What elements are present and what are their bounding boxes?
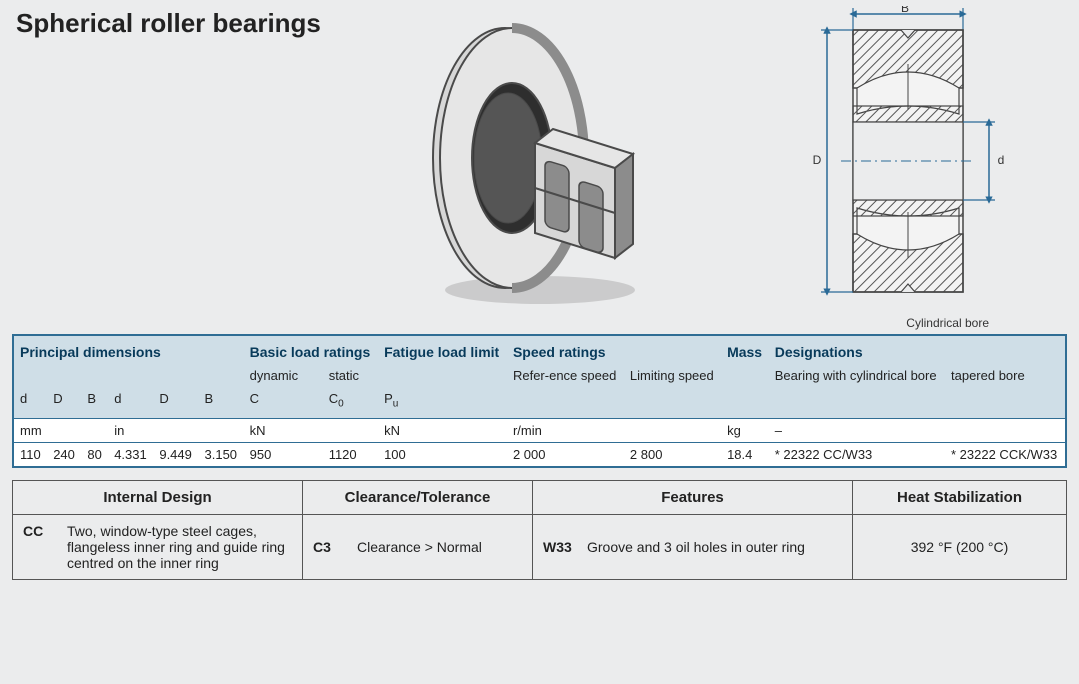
hdr-mass: Mass <box>727 344 762 360</box>
hdr-speed: Speed ratings <box>513 344 606 360</box>
sym-D: D <box>47 387 81 418</box>
hdr-bearing-cyl: Bearing with cylindrical bore <box>769 364 945 387</box>
svg-text:d: d <box>998 153 1005 167</box>
cell-internal: CC Two, window-type steel cages, flangel… <box>13 514 303 579</box>
cell-heat: 392 °F (200 °C) <box>853 514 1067 579</box>
schematic-caption: Cylindrical bore <box>906 316 989 330</box>
sym-D2: D <box>153 387 198 418</box>
val-desig-tap: * 23222 CCK/W33 <box>945 442 1066 467</box>
text-features: Groove and 3 oil holes in outer ring <box>587 539 805 555</box>
hdr-fatigue: Fatigue load limit <box>384 344 499 360</box>
val-d-in: 4.331 <box>108 442 153 467</box>
unit-kg: kg <box>721 418 769 442</box>
text-internal: Two, window-type steel cages, flangeless… <box>67 523 292 571</box>
cell-features: W33 Groove and 3 oil holes in outer ring <box>533 514 853 579</box>
val-d-mm: 110 <box>13 442 47 467</box>
val-mass: 18.4 <box>721 442 769 467</box>
unit-dash: – <box>769 418 1066 442</box>
cell-clearance: C3 Clearance > Normal <box>303 514 533 579</box>
unit-kN1: kN <box>244 418 378 442</box>
val-C0: 1120 <box>323 442 378 467</box>
unit-kN2: kN <box>378 418 507 442</box>
hdr-basic-load: Basic load ratings <box>250 344 371 360</box>
hdr-internal-design: Internal Design <box>13 480 303 514</box>
hdr-refer: Refer-ence speed <box>507 364 624 387</box>
hdr-clearance: Clearance/Tolerance <box>303 480 533 514</box>
sym-B2: B <box>199 387 244 418</box>
hdr-static: static <box>323 364 378 387</box>
val-desig-cyl: * 22322 CC/W33 <box>769 442 945 467</box>
unit-mm: mm <box>13 418 108 442</box>
code-w33: W33 <box>543 539 577 555</box>
val-Pu: 100 <box>378 442 507 467</box>
bearing-3d-illustration <box>420 18 650 308</box>
code-cc: CC <box>23 523 57 571</box>
sym-d2: d <box>108 387 153 418</box>
svg-text:B: B <box>901 6 909 15</box>
val-lim-speed: 2 800 <box>624 442 721 467</box>
val-ref-speed: 2 000 <box>507 442 624 467</box>
unit-rmin: r/min <box>507 418 721 442</box>
val-C: 950 <box>244 442 323 467</box>
sym-d: d <box>13 387 47 418</box>
hdr-principal: Principal dimensions <box>20 344 161 360</box>
val-B-mm: 80 <box>81 442 108 467</box>
hdr-dynamic: dynamic <box>244 364 323 387</box>
hdr-heat: Heat Stabilization <box>853 480 1067 514</box>
text-clearance: Clearance > Normal <box>357 539 482 555</box>
sym-Pu: Pu <box>378 387 507 418</box>
bearing-schematic: B D d <box>793 6 1023 306</box>
val-D-in: 9.449 <box>153 442 198 467</box>
hdr-features: Features <box>533 480 853 514</box>
sym-C: C <box>244 387 323 418</box>
sym-C0: C0 <box>323 387 378 418</box>
code-c3: C3 <box>313 539 347 555</box>
hdr-limiting: Limiting speed <box>624 364 721 387</box>
principal-dimensions-table: Principal dimensions Basic load ratings … <box>12 334 1067 468</box>
val-B-in: 3.150 <box>199 442 244 467</box>
hdr-tapered: tapered bore <box>945 364 1066 387</box>
hdr-designations: Designations <box>775 344 863 360</box>
val-D-mm: 240 <box>47 442 81 467</box>
unit-in: in <box>108 418 243 442</box>
description-table: Internal Design Clearance/Tolerance Feat… <box>12 480 1067 580</box>
sym-B: B <box>81 387 108 418</box>
svg-text:D: D <box>813 153 822 167</box>
